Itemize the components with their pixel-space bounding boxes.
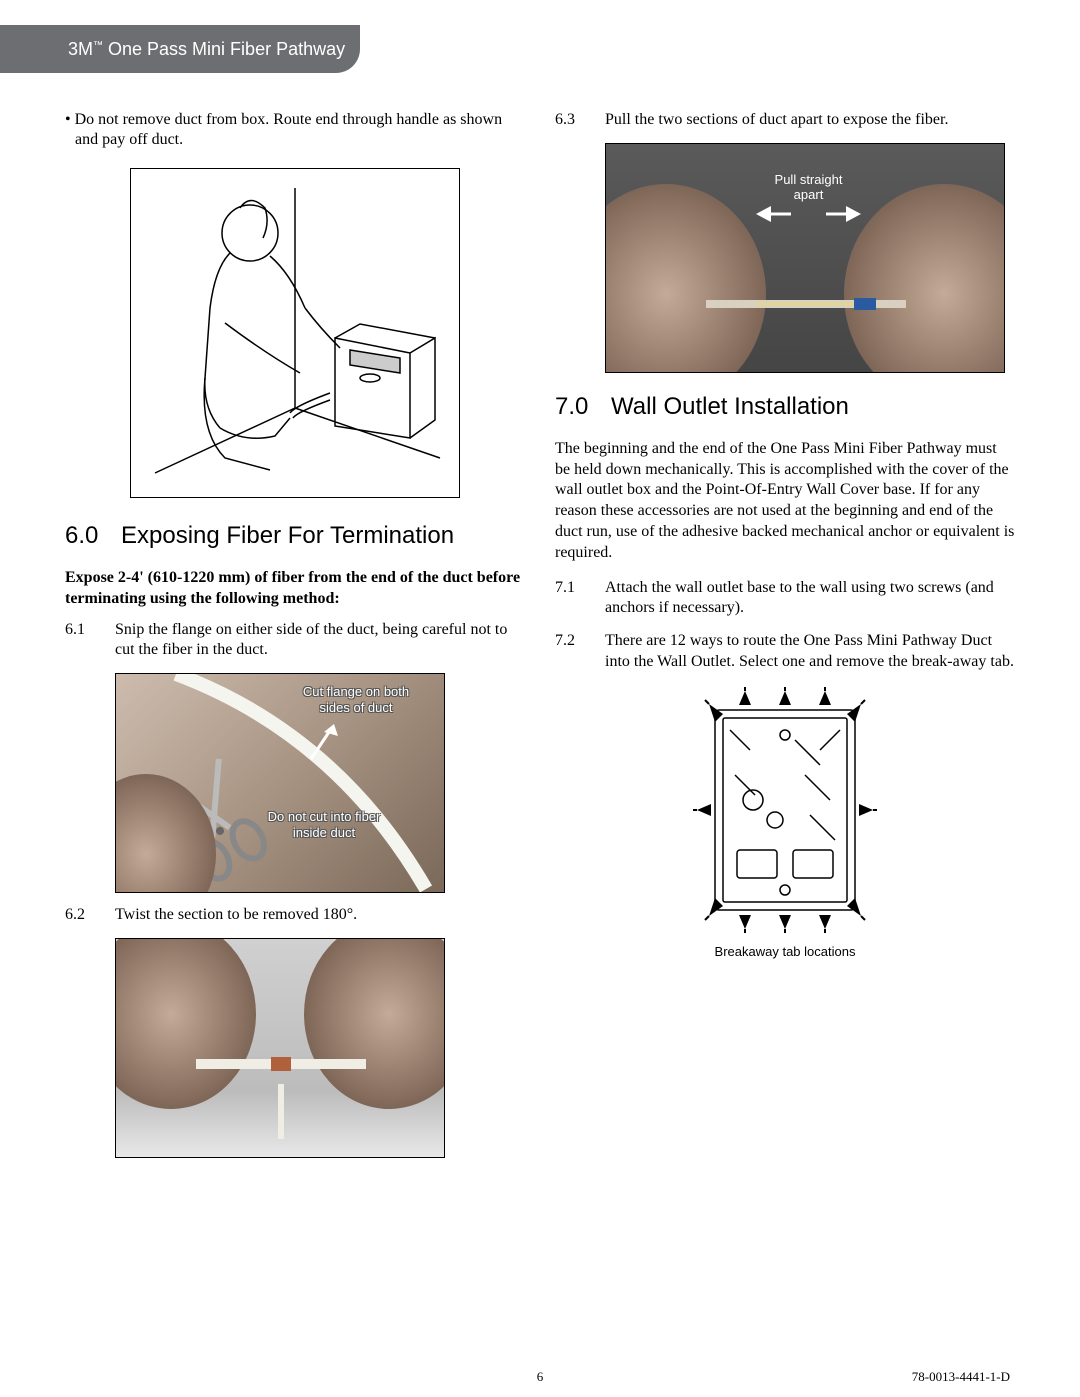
section-6-heading: 6.0Exposing Fiber For Termination (65, 522, 525, 550)
step-text: There are 12 ways to route the One Pass … (605, 631, 1015, 673)
step-text: Attach the wall outlet base to the wall … (605, 578, 1015, 620)
section-7-heading: 7.0Wall Outlet Installation (555, 393, 1015, 421)
diagram-caption: Breakaway tab locations (555, 944, 1015, 959)
step-num: 6.3 (555, 110, 605, 131)
step-6-1: 6.1 Snip the flange on either side of th… (65, 620, 525, 662)
step-text: Snip the flange on either side of the du… (115, 620, 525, 662)
page-number: 6 (537, 1369, 544, 1385)
step-num: 6.1 (65, 620, 115, 662)
photo-6-2 (115, 938, 445, 1158)
wall-outlet-diagram (675, 685, 895, 940)
figure-person-box (130, 168, 460, 498)
document-number: 78-0013-4441-1-D (912, 1369, 1010, 1385)
photo-6-1: Cut flange on both sides of duct Do not … (115, 673, 445, 893)
brand: 3M (68, 39, 93, 59)
intro-bullet: • Do not remove duct from box. Route end… (65, 110, 525, 150)
header-tab: 3M™ One Pass Mini Fiber Pathway (0, 25, 360, 73)
section-6-intro: Expose 2-4' (610-1220 mm) of fiber from … (65, 568, 525, 610)
section-6-num: 6.0 (65, 522, 121, 550)
photo-6-2-overlay (116, 939, 445, 1158)
step-num: 7.2 (555, 631, 605, 673)
product-name: One Pass Mini Fiber Pathway (103, 39, 345, 59)
step-text: Pull the two sections of duct apart to e… (605, 110, 1015, 131)
header-title: 3M™ One Pass Mini Fiber Pathway (68, 39, 345, 60)
section-6-title: Exposing Fiber For Termination (121, 522, 454, 549)
person-box-svg (145, 178, 445, 488)
section-7-title: Wall Outlet Installation (611, 393, 849, 420)
photo-6-3: Pull straight apart (605, 143, 1005, 373)
step-num: 6.2 (65, 905, 115, 926)
step-6-2: 6.2 Twist the section to be removed 180°… (65, 905, 525, 926)
step-6-3: 6.3 Pull the two sections of duct apart … (555, 110, 1015, 131)
photo-label-2: Do not cut into fiber inside duct (264, 809, 384, 840)
photo-label-1: Cut flange on both sides of duct (286, 684, 426, 715)
section-7-intro: The beginning and the end of the One Pas… (555, 439, 1015, 564)
step-text: Twist the section to be removed 180°. (115, 905, 525, 926)
step-7-1: 7.1 Attach the wall outlet base to the w… (555, 578, 1015, 620)
trademark: ™ (93, 40, 103, 51)
content-area: • Do not remove duct from box. Route end… (65, 110, 1015, 1170)
left-column: • Do not remove duct from box. Route end… (65, 110, 525, 1170)
section-7-num: 7.0 (555, 393, 611, 421)
right-column: 6.3 Pull the two sections of duct apart … (555, 110, 1015, 1170)
photo-label-3: Pull straight apart (761, 172, 856, 203)
step-7-2: 7.2 There are 12 ways to route the One P… (555, 631, 1015, 673)
step-num: 7.1 (555, 578, 605, 620)
